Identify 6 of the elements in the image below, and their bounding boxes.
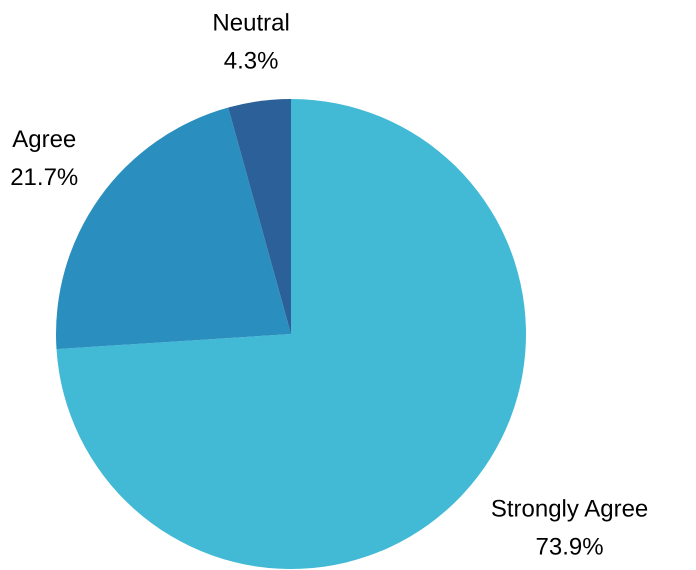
data-label: 21.7% — [10, 164, 78, 192]
slice-label: Agree — [12, 126, 76, 154]
slice-label: Strongly Agree — [490, 496, 648, 522]
data-label: 73.9% — [536, 534, 604, 560]
data-label: 4.3% — [224, 48, 278, 74]
slice-label: Neutral — [212, 10, 290, 36]
